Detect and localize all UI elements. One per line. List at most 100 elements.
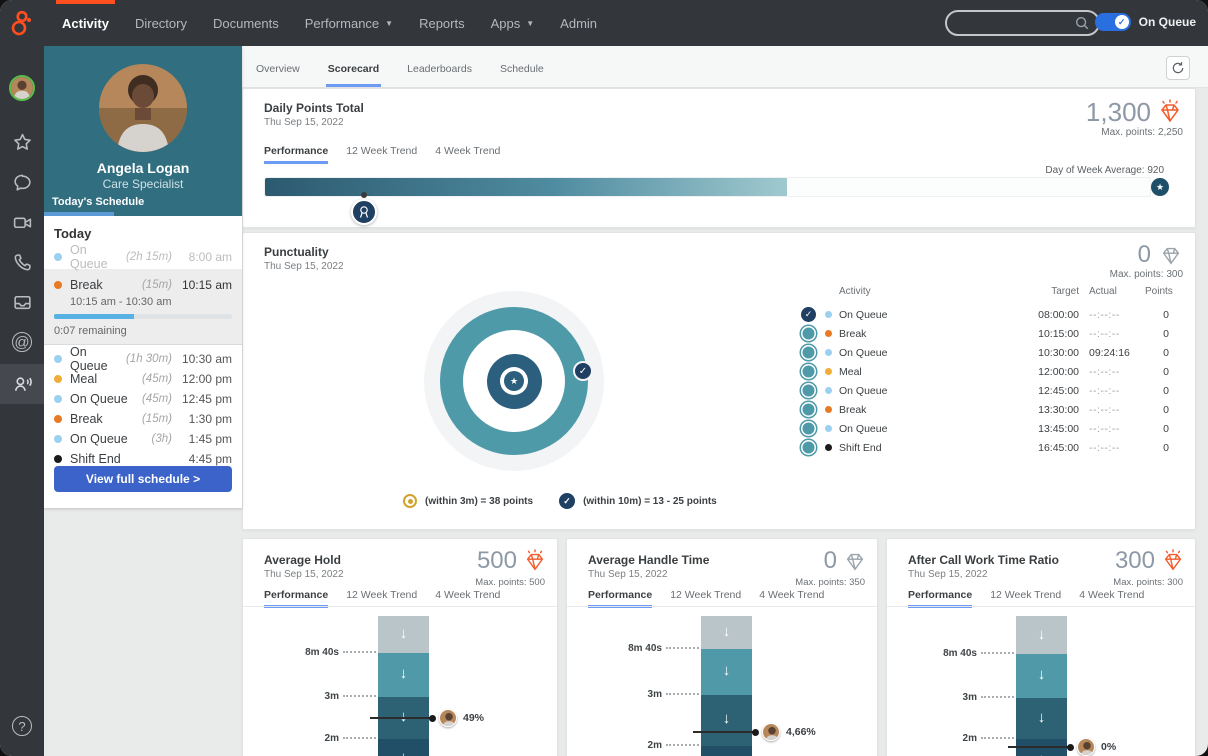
cell-target: 08:00:00: [1038, 308, 1079, 321]
within-10m-icon: ✓: [559, 493, 576, 509]
threshold-label: 8m 40s: [628, 643, 662, 654]
schedule-item: Meal (45m) 12:00 pm: [44, 369, 242, 389]
threshold-dotted-line: [981, 652, 1014, 654]
nav-item-apps[interactable]: Apps ▼: [491, 0, 535, 46]
question-glyph: ?: [12, 716, 32, 736]
nav-label: Admin: [560, 15, 598, 31]
schedule-item: On Queue (3h) 1:45 pm: [44, 429, 242, 449]
phone-icon[interactable]: [0, 244, 44, 280]
status-target-icon: [801, 345, 816, 360]
nav-item-activity[interactable]: Activity: [56, 0, 115, 46]
tab-scorecard[interactable]: Scorecard: [325, 63, 382, 87]
cell-target: 12:45:00: [1038, 384, 1079, 397]
break-progress-fill: [54, 314, 135, 319]
schedule-item: Shift End 4:45 pm: [44, 449, 242, 469]
arrow-down-icon: ↓: [722, 710, 731, 727]
nav-item-reports[interactable]: Reports: [419, 0, 465, 46]
activity-dot: [54, 415, 62, 423]
cell-points: 0: [1163, 308, 1169, 321]
bullseye-center: ★: [504, 371, 524, 391]
nav-label: Directory: [134, 15, 187, 31]
activity-dot: [54, 355, 62, 363]
table-row: On Queue 13:45:00 --:--:-- 0: [799, 419, 1169, 438]
agent-panel: Angela Logan Care Specialist Today's Sch…: [44, 46, 242, 508]
threshold-dotted-line: [343, 695, 376, 697]
subtab-12-week-trend[interactable]: 12 Week Trend: [346, 145, 418, 157]
subtab-4-week-trend[interactable]: 4 Week Trend: [435, 589, 501, 601]
cell-activity: Meal: [839, 365, 862, 378]
on-queue-toggle[interactable]: ✓: [1094, 13, 1131, 31]
inbox-icon[interactable]: [0, 284, 44, 320]
subtab-performance[interactable]: Performance: [264, 145, 329, 164]
agent-activity-icon[interactable]: [0, 364, 44, 404]
refresh-button[interactable]: [1166, 56, 1190, 80]
subtab-12-week-trend[interactable]: 12 Week Trend: [346, 589, 418, 601]
favorites-star-icon[interactable]: [0, 124, 44, 160]
video-icon[interactable]: [0, 204, 44, 240]
nav-item-admin[interactable]: Admin: [560, 0, 597, 46]
points-diamond-icon: [1164, 549, 1182, 571]
current-value-line: [693, 731, 756, 733]
todays-schedule-tab[interactable]: Today's Schedule: [52, 196, 145, 208]
bullseye-check-badge: ✓: [573, 361, 593, 381]
star-icon: ★: [509, 375, 519, 386]
nav-menu: Activity Directory Documents Performance…: [56, 0, 597, 46]
milestone-medal-marker[interactable]: [351, 199, 377, 225]
max-points-label: Max. points: 350: [795, 577, 865, 588]
chat-icon[interactable]: [0, 164, 44, 200]
activity-dot: [54, 435, 62, 443]
cell-activity: Shift End: [839, 441, 882, 454]
schedule-item-duration: (15m): [141, 413, 172, 425]
divider: [887, 606, 1195, 607]
schedule-item-duration: (45m): [141, 393, 172, 405]
card-subtabs: Performance 12 Week Trend 4 Week Trend: [264, 145, 500, 164]
points-value: 1,300: [1085, 97, 1151, 127]
todays-schedule-tab-indicator: [44, 212, 114, 216]
card-title: Average Handle Time: [588, 553, 710, 567]
view-full-schedule-button[interactable]: View full schedule >: [54, 466, 232, 492]
subtab-4-week-trend[interactable]: 4 Week Trend: [435, 145, 501, 157]
schedule-item-time: 4:45 pm: [188, 452, 232, 466]
nav-item-directory[interactable]: Directory: [135, 0, 187, 46]
divider: [567, 606, 877, 607]
subtab-4-week-trend[interactable]: 4 Week Trend: [1079, 589, 1145, 601]
table-row: Break 10:15:00 --:--:-- 0: [799, 324, 1169, 343]
legend-item: (within 3m) = 38 points: [403, 494, 533, 508]
mini-avatar[interactable]: [0, 70, 44, 106]
header-actual: Actual: [1089, 285, 1117, 297]
help-icon[interactable]: ?: [0, 708, 44, 744]
threshold-dotted-line: [343, 651, 376, 653]
subtab-12-week-trend[interactable]: 12 Week Trend: [670, 589, 742, 601]
daily-points-card: Daily Points Total Thu Sep 15, 2022 Perf…: [242, 88, 1196, 228]
check-icon: ✓: [578, 365, 588, 377]
caret-down-icon: ▼: [526, 18, 535, 28]
status-target-icon: [801, 364, 816, 379]
status-target-icon: [801, 326, 816, 341]
max-points-label: Max. points: 500: [475, 577, 545, 588]
cell-points: 0: [1163, 403, 1169, 416]
cell-target: 12:00:00: [1038, 365, 1079, 378]
tab-schedule[interactable]: Schedule: [499, 63, 544, 75]
web-messaging-icon[interactable]: @: [0, 324, 44, 360]
table-row: Shift End 16:45:00 --:--:-- 0: [799, 438, 1169, 457]
subtab-4-week-trend[interactable]: 4 Week Trend: [759, 589, 825, 601]
subtab-12-week-trend[interactable]: 12 Week Trend: [990, 589, 1062, 601]
genesys-logo-icon[interactable]: [8, 8, 38, 38]
search-input[interactable]: [947, 16, 1074, 30]
tab-leaderboards[interactable]: Leaderboards: [407, 63, 472, 75]
table-row: Meal 12:00:00 --:--:-- 0: [799, 362, 1169, 381]
cell-points: 0: [1163, 422, 1169, 435]
tab-overview[interactable]: Overview: [256, 63, 300, 75]
threshold-label: 8m 40s: [305, 647, 339, 658]
nav-item-performance[interactable]: Performance ▼: [305, 0, 393, 46]
card-subtabs: Performance 12 Week Trend 4 Week Trend: [264, 589, 500, 608]
card-title: Punctuality: [264, 245, 329, 259]
cell-actual: --:--:--: [1089, 327, 1120, 340]
cell-points: 0: [1163, 365, 1169, 378]
schedule-item-label: On Queue: [70, 432, 128, 446]
average-handle-time-card: Average Handle Time Thu Sep 15, 2022 0 M…: [566, 538, 878, 756]
nav-item-documents[interactable]: Documents: [213, 0, 279, 46]
arrow-down-icon: ↓: [1037, 626, 1046, 643]
star-icon: ★: [1155, 181, 1165, 192]
cell-actual: --:--:--: [1089, 403, 1120, 416]
